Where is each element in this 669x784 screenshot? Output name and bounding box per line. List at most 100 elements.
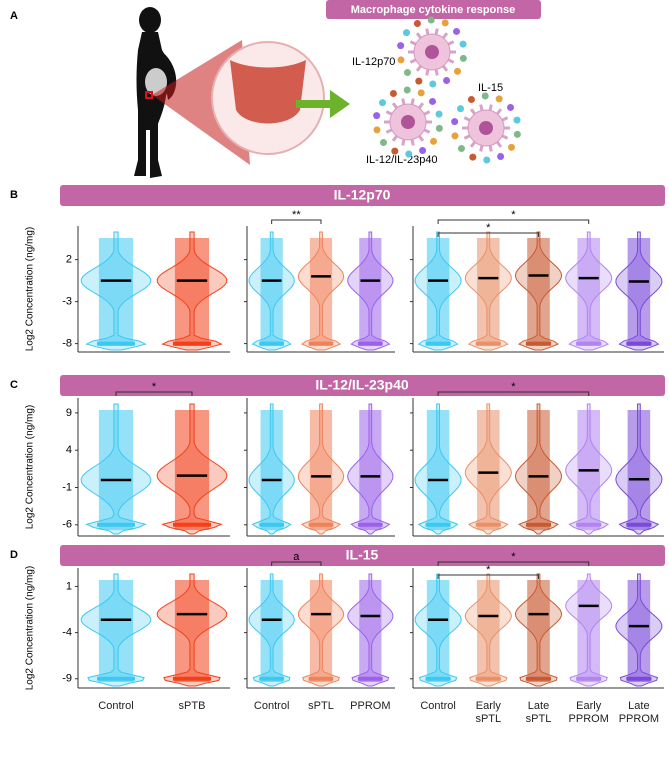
- cytokine: [513, 116, 521, 124]
- cytokine: [379, 99, 387, 107]
- significance-label: *: [486, 222, 491, 234]
- cytokine: [497, 152, 505, 160]
- significance-bracket: [437, 219, 590, 224]
- y-tick-label: 2: [66, 254, 72, 266]
- cytokine: [453, 27, 461, 35]
- x-tick-label: Control: [253, 700, 290, 712]
- cytokine-label: IL-12/IL-23p40: [366, 154, 438, 166]
- cytokine: [391, 147, 399, 155]
- y-axis-label: Log2 Concentration (ng/mg): [25, 566, 36, 691]
- panel-a-title: Macrophage cytokine response: [351, 4, 515, 16]
- cytokine: [481, 92, 489, 100]
- cytokine: [419, 146, 427, 154]
- cytokine: [379, 139, 387, 147]
- y-axis-label: Log2 Concentration (ng/mg): [25, 227, 36, 352]
- panel-title: IL-12p70: [334, 187, 391, 203]
- significance-bracket: [437, 574, 539, 579]
- x-tick-label: Control: [98, 700, 134, 712]
- significance-bracket: [115, 391, 193, 396]
- significance-bracket: [271, 219, 322, 224]
- cytokine: [397, 42, 405, 50]
- nucleus: [479, 121, 493, 135]
- significance-label: *: [511, 381, 516, 393]
- y-tick-label: 4: [66, 444, 72, 456]
- x-tick-label: PPROM: [350, 700, 391, 712]
- cytokine: [469, 153, 477, 161]
- cytokine: [373, 112, 381, 120]
- cytokine: [427, 16, 435, 24]
- cytokine: [403, 69, 411, 77]
- cytokine: [459, 40, 467, 48]
- cytokine: [415, 77, 423, 85]
- cytokine: [413, 20, 421, 28]
- cytokine: [459, 54, 467, 62]
- cytokine: [397, 56, 405, 64]
- cytokine: [389, 90, 397, 98]
- cytokine: [513, 130, 521, 138]
- y-axis-label: Log2 Concentration (ng/mg): [25, 405, 36, 530]
- cytokine: [429, 80, 437, 88]
- cytokine: [507, 143, 515, 151]
- x-tick-label: Late PPROM: [618, 700, 660, 725]
- cytokine-label: IL-15: [478, 82, 503, 94]
- cytokine: [429, 97, 437, 105]
- significance-label: a: [293, 551, 300, 563]
- significance-label: *: [486, 564, 491, 576]
- header-bar: [60, 185, 665, 206]
- significance-label: *: [511, 551, 516, 563]
- significance-bracket: [437, 561, 590, 566]
- cytokine: [507, 103, 515, 111]
- significance-label: **: [292, 209, 301, 221]
- panel-title: IL-12/IL-23p40: [315, 377, 409, 393]
- significance-label: *: [152, 381, 157, 393]
- panel-letter: B: [10, 189, 18, 201]
- x-tick-label: Early PPROM: [568, 700, 609, 725]
- x-tick-label: sPTB: [178, 700, 206, 712]
- nucleus: [401, 115, 415, 129]
- cytokine: [453, 67, 461, 75]
- x-tick-label: Control: [420, 700, 456, 712]
- cytokine: [403, 86, 411, 94]
- cytokine: [417, 89, 425, 97]
- significance-bracket: [437, 232, 539, 237]
- cytokine: [443, 76, 451, 84]
- cytokine: [451, 118, 459, 126]
- x-tick-label: Late sPTL: [525, 700, 552, 725]
- cytokine: [403, 29, 411, 37]
- x-tick-label: Early sPTL: [475, 700, 502, 725]
- cytokine: [405, 150, 413, 158]
- x-tick-label: sPTL: [308, 700, 334, 712]
- panel-title: IL-15: [346, 547, 379, 563]
- significance-bracket: [271, 561, 322, 566]
- panel-letter: C: [10, 379, 18, 391]
- cytokine: [467, 96, 475, 104]
- arrow: [296, 90, 350, 118]
- y-tick-label: 9: [66, 407, 72, 419]
- header-bar: [326, 0, 541, 19]
- uterus: [230, 60, 306, 124]
- y-tick-label: -6: [62, 519, 72, 531]
- y-tick-label: -4: [62, 627, 72, 639]
- cytokine: [457, 105, 465, 113]
- y-tick-label: 1: [66, 580, 72, 592]
- fetus: [145, 68, 167, 96]
- cytokine: [435, 124, 443, 132]
- panel-letter: A: [10, 10, 18, 22]
- cytokine: [483, 156, 491, 164]
- significance-label: *: [511, 209, 516, 221]
- cytokine: [441, 19, 449, 27]
- header-bar: [60, 545, 665, 566]
- cytokine: [457, 145, 465, 153]
- significance-bracket: [437, 391, 590, 396]
- y-tick-label: -3: [62, 296, 72, 308]
- cytokine: [495, 95, 503, 103]
- nucleus: [425, 45, 439, 59]
- panel-letter: D: [10, 549, 18, 561]
- cytokine-label: IL-12p70: [352, 56, 395, 68]
- y-tick-label: -9: [62, 673, 72, 685]
- y-tick-label: -8: [62, 338, 72, 350]
- cytokine: [451, 132, 459, 140]
- cytokine: [373, 126, 381, 134]
- header-bar: [60, 375, 665, 396]
